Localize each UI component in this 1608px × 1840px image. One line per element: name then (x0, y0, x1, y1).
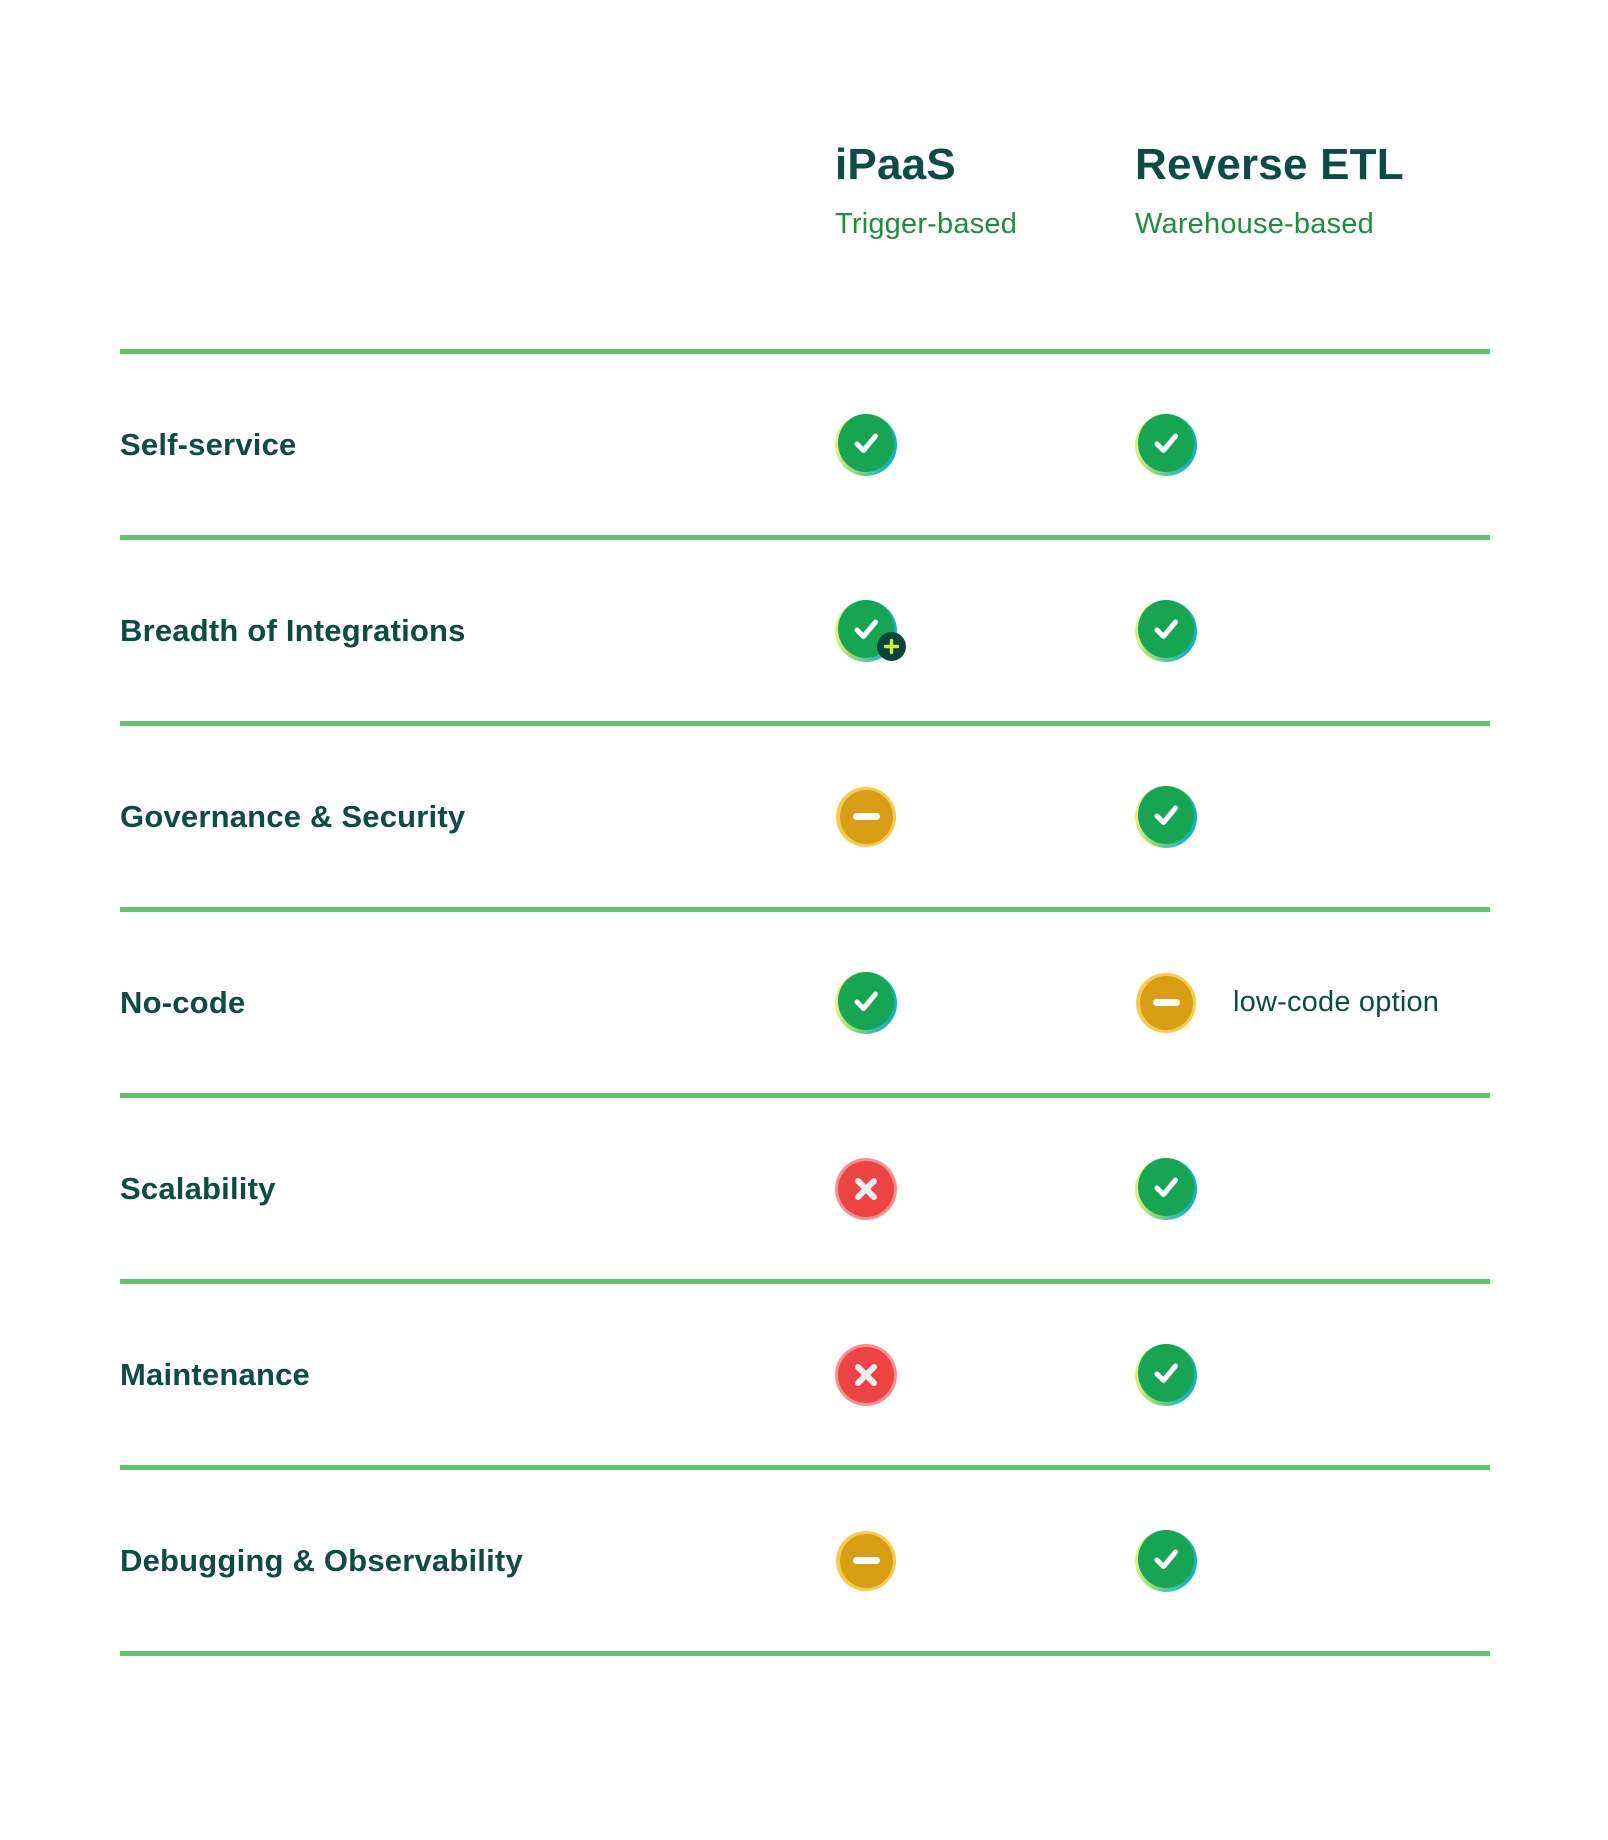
row-label: Maintenance (120, 1356, 310, 1392)
row-label: Self-service (120, 426, 297, 462)
table-row: Governance & Security (120, 721, 1490, 907)
table-body: Self-service Breadth of Integrations Gover… (120, 349, 1490, 1656)
column-title-ipaas: iPaaS (835, 140, 956, 189)
check-circle-icon (1135, 599, 1197, 662)
column-header-ipaas: iPaaS Trigger-based (835, 140, 1135, 241)
x-circle-icon (835, 1157, 897, 1220)
row-label: Governance & Security (120, 798, 466, 834)
status-cell (835, 599, 1135, 662)
status-cell (1135, 413, 1490, 476)
column-title-reverse-etl: Reverse ETL (1135, 140, 1404, 189)
check-circle-icon (1135, 1157, 1197, 1220)
minus-circle-icon (1135, 972, 1197, 1034)
column-subtitle-ipaas: Trigger-based (835, 208, 1018, 240)
row-label: Scalability (120, 1170, 276, 1206)
row-label: Breadth of Integrations (120, 612, 466, 648)
status-cell: low-code option (1135, 972, 1490, 1034)
status-cell (835, 971, 1135, 1034)
row-label-cell: Self-service (120, 427, 835, 463)
minus-circle-icon (835, 786, 897, 848)
status-cell (835, 413, 1135, 476)
status-cell (1135, 599, 1490, 662)
row-label: Debugging & Observability (120, 1542, 523, 1578)
row-label-cell: Governance & Security (120, 799, 835, 835)
plus-badge-icon (877, 631, 906, 661)
status-cell (835, 1530, 1135, 1592)
check-circle-icon (1135, 413, 1197, 476)
status-cell (1135, 1343, 1490, 1406)
x-circle-icon (835, 1343, 897, 1406)
row-label-cell: Scalability (120, 1171, 835, 1207)
table-header: iPaaS Trigger-based Reverse ETL Warehous… (120, 0, 1490, 349)
table-row: No-code low-code option (120, 907, 1490, 1093)
table-row: Maintenance (120, 1279, 1490, 1465)
check-circle-icon (835, 971, 897, 1034)
row-label-cell: Breadth of Integrations (120, 613, 835, 649)
check-circle-icon (1135, 1343, 1197, 1406)
row-label-cell: Debugging & Observability (120, 1543, 835, 1579)
minus-circle-icon (835, 1530, 897, 1592)
comparison-table: iPaaS Trigger-based Reverse ETL Warehous… (120, 0, 1490, 1656)
row-label-cell: No-code (120, 985, 835, 1021)
check-circle-icon (835, 599, 906, 662)
status-cell (1135, 1529, 1490, 1592)
column-header-reverse-etl: Reverse ETL Warehouse-based (1135, 140, 1490, 241)
column-subtitle-reverse-etl: Warehouse-based (1135, 208, 1374, 240)
status-cell (835, 786, 1135, 848)
status-cell (1135, 785, 1490, 848)
row-label: No-code (120, 984, 246, 1020)
table-row: Scalability (120, 1093, 1490, 1279)
table-row: Debugging & Observability (120, 1465, 1490, 1651)
check-circle-icon (1135, 785, 1197, 848)
check-circle-icon (835, 413, 897, 476)
table-row: Breadth of Integrations (120, 535, 1490, 721)
row-label-cell: Maintenance (120, 1357, 835, 1393)
status-cell (1135, 1157, 1490, 1220)
check-circle-icon (1135, 1529, 1197, 1592)
table-row: Self-service (120, 349, 1490, 535)
status-note: low-code option (1233, 986, 1440, 1018)
status-cell (835, 1157, 1135, 1220)
status-cell (835, 1343, 1135, 1406)
